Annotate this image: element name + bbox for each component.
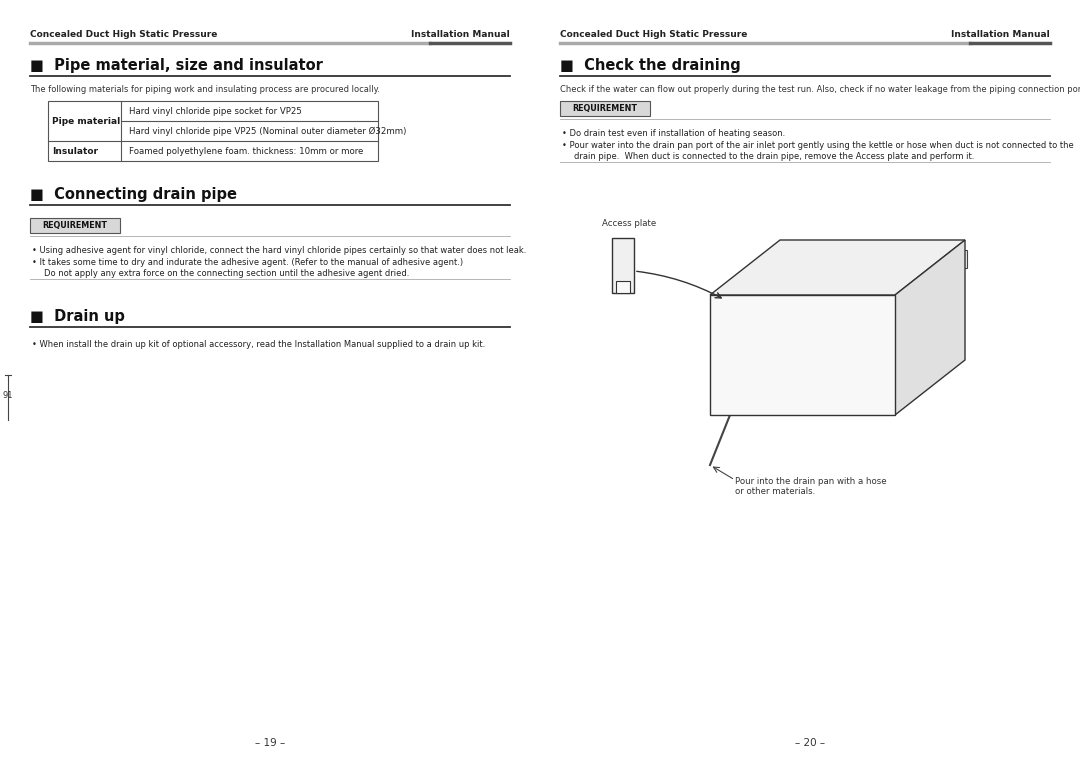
Text: Hard vinyl chloride pipe VP25 (Nominal outer diameter Ø32mm): Hard vinyl chloride pipe VP25 (Nominal o… [129, 126, 406, 135]
Text: Concealed Duct High Static Pressure: Concealed Duct High Static Pressure [30, 30, 217, 39]
Text: Pipe material: Pipe material [52, 116, 120, 125]
Text: 91: 91 [3, 390, 13, 400]
Text: • When install the drain up kit of optional accessory, read the Installation Man: • When install the drain up kit of optio… [32, 340, 485, 349]
Bar [561, 101, 650, 116]
Text: Pour into the drain pan with a hose
or other materials.: Pour into the drain pan with a hose or o… [735, 477, 887, 497]
Text: REQUIREMENT: REQUIREMENT [572, 104, 637, 113]
Text: Foamed polyethylene foam. thickness: 10mm or more: Foamed polyethylene foam. thickness: 10m… [129, 147, 363, 156]
Text: Insulator: Insulator [52, 147, 98, 156]
Text: • It takes some time to dry and indurate the adhesive agent. (Refer to the manua: • It takes some time to dry and indurate… [32, 258, 463, 267]
Bar [710, 295, 895, 415]
Text: Installation Manual: Installation Manual [951, 30, 1050, 39]
Text: Do not apply any extra force on the connecting section until the adhesive agent : Do not apply any extra force on the conn… [44, 269, 409, 278]
Text: – 20 –: – 20 – [795, 738, 825, 748]
Text: – 19 –: – 19 – [255, 738, 285, 748]
Text: Hard vinyl chloride pipe socket for VP25: Hard vinyl chloride pipe socket for VP25 [129, 106, 302, 115]
Text: Installation Manual: Installation Manual [411, 30, 510, 39]
Bar [616, 281, 630, 293]
Text: • Using adhesive agent for vinyl chloride, connect the hard vinyl chloride pipes: • Using adhesive agent for vinyl chlorid… [32, 246, 526, 255]
Text: drain pipe.  When duct is connected to the drain pipe, remove the Access plate a: drain pipe. When duct is connected to th… [573, 152, 974, 161]
Text: • Do drain test even if installation of heating season.: • Do drain test even if installation of … [562, 129, 785, 138]
Bar [48, 101, 378, 161]
Text: Check if the water can flow out properly during the test run. Also, check if no : Check if the water can flow out properly… [561, 85, 1080, 94]
Text: ■  Connecting drain pipe: ■ Connecting drain pipe [30, 187, 237, 202]
Bar [612, 238, 634, 293]
Polygon shape [895, 240, 966, 415]
Text: • Pour water into the drain pan port of the air inlet port gently using the kett: • Pour water into the drain pan port of … [562, 141, 1074, 150]
Text: The following materials for piping work and insulating process are procured loca: The following materials for piping work … [30, 85, 380, 94]
Text: ■  Check the draining: ■ Check the draining [561, 58, 741, 73]
Text: Access plate: Access plate [602, 219, 657, 228]
Text: Concealed Duct High Static Pressure: Concealed Duct High Static Pressure [561, 30, 747, 39]
Text: ■  Pipe material, size and insulator: ■ Pipe material, size and insulator [30, 58, 323, 73]
Text: REQUIREMENT: REQUIREMENT [42, 221, 108, 230]
Text: ■  Drain up: ■ Drain up [30, 309, 125, 324]
Bar [723, 315, 767, 385]
Bar [957, 250, 967, 268]
Polygon shape [710, 240, 966, 295]
Bar [30, 218, 120, 233]
Bar [730, 340, 758, 370]
